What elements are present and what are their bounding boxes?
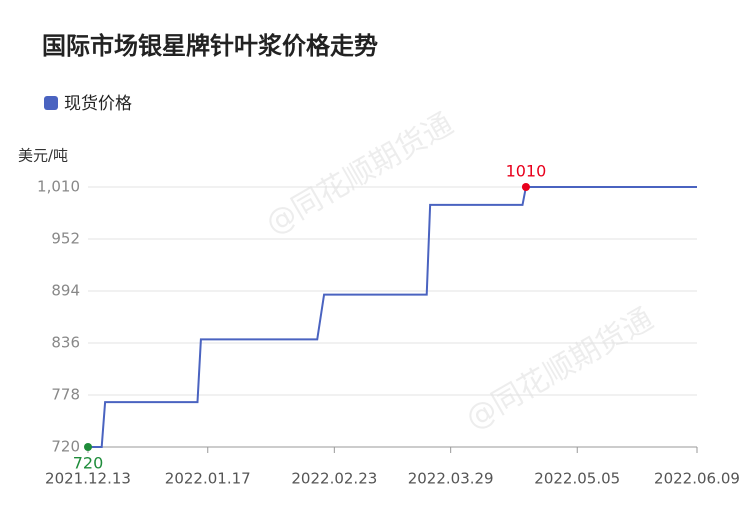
legend-swatch — [44, 96, 58, 110]
y-tick-label: 1,010 — [37, 178, 80, 196]
point-marker — [84, 443, 92, 451]
x-tick-label: 2021.12.13 — [45, 470, 131, 488]
point-marker — [521, 183, 530, 191]
y-tick-label: 894 — [51, 282, 80, 300]
y-unit: 美元/吨 — [18, 147, 68, 165]
x-tick-label: 2022.05.05 — [534, 470, 620, 488]
x-tick-label: 2022.01.17 — [165, 470, 251, 488]
y-tick-label: 778 — [51, 386, 80, 404]
data-label: 720 — [73, 454, 104, 473]
y-tick-label: 952 — [51, 230, 80, 248]
x-tick-label: 2022.03.29 — [408, 470, 494, 488]
x-tick-label: 2022.02.23 — [291, 470, 377, 488]
chart-title: 国际市场银星牌针叶浆价格走势 — [42, 32, 378, 60]
data-label: 1010 — [506, 162, 547, 181]
y-tick-label: 720 — [51, 438, 80, 456]
watermark: @同花顺期货通 — [460, 301, 659, 436]
x-tick-label: 2022.06.09 — [654, 470, 740, 488]
y-tick-label: 836 — [51, 334, 80, 352]
legend-label: 现货价格 — [64, 94, 132, 114]
line-series — [88, 186, 697, 448]
